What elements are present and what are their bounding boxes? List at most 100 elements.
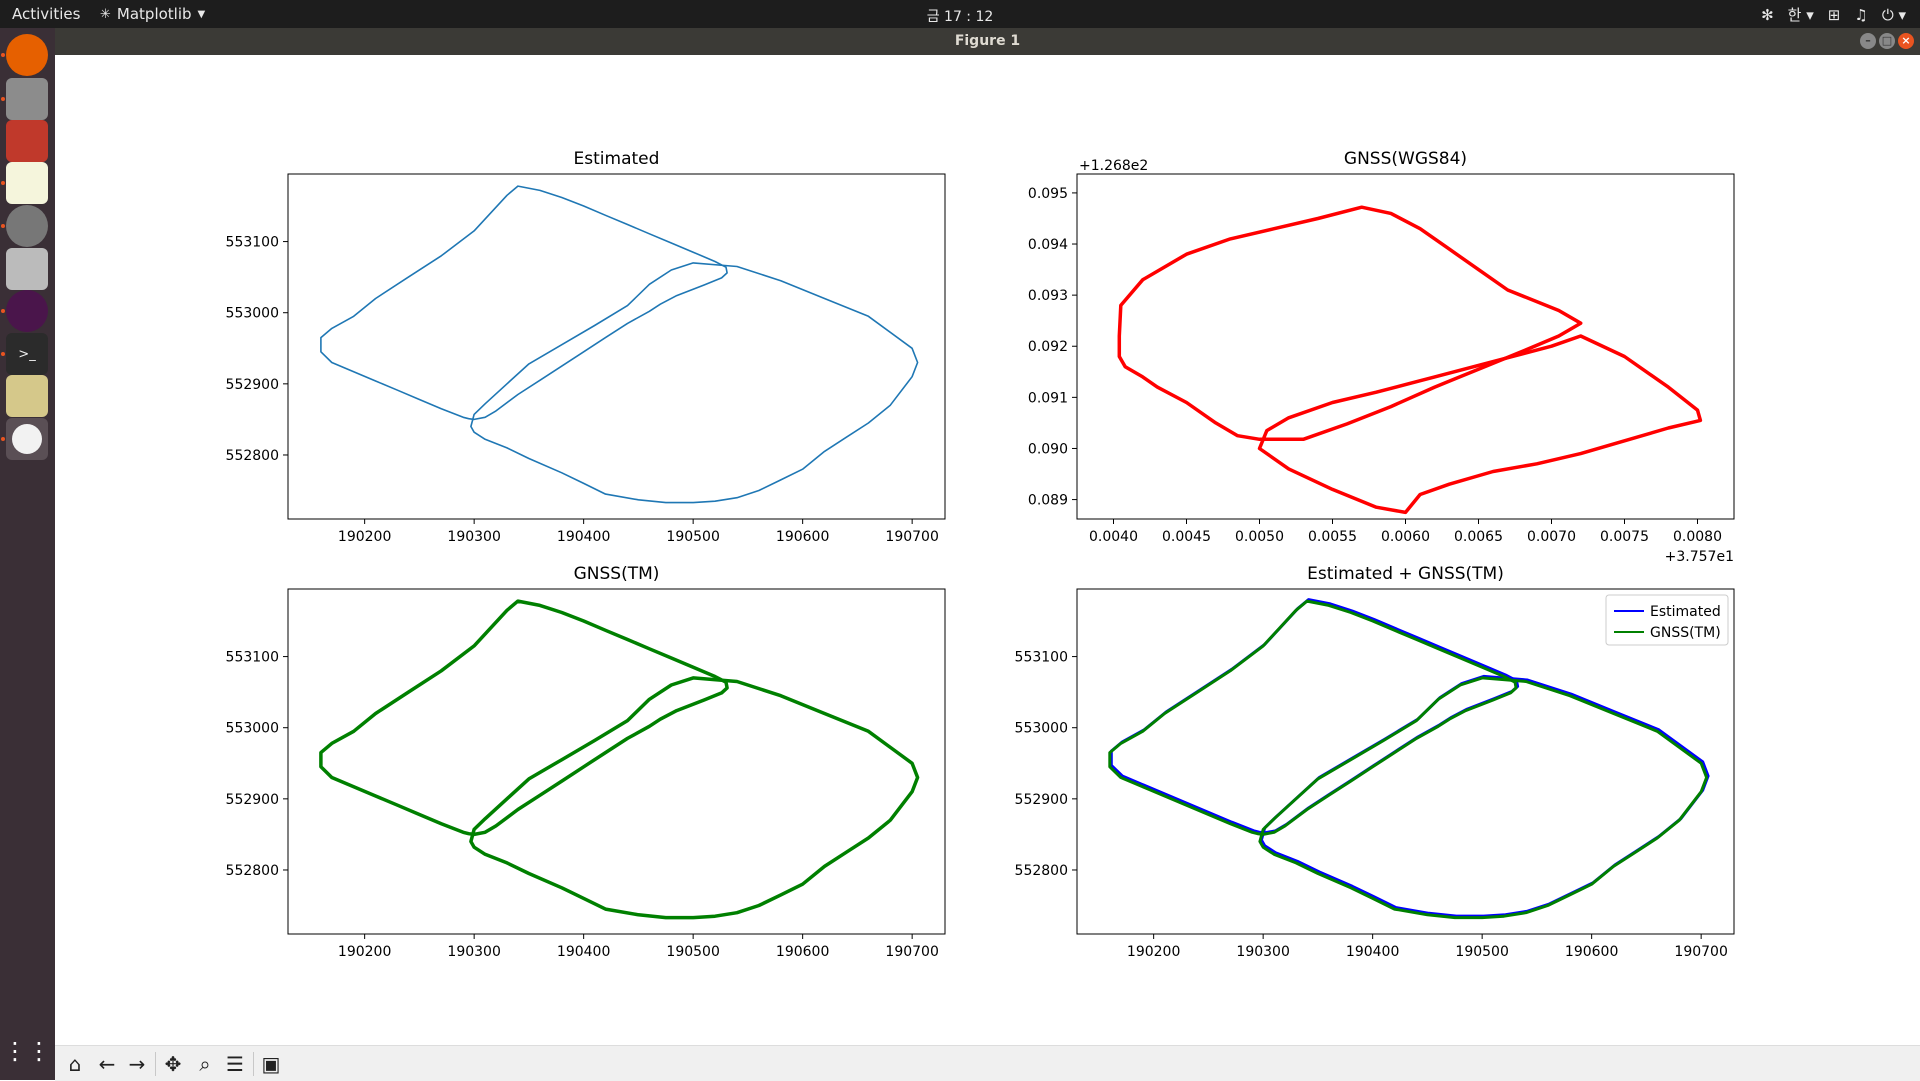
figure-canvas[interactable]: Estimated 190200 190300 190400 190500 190600 1… <box>55 55 1920 1045</box>
x-tick-label: 0.0080 <box>1673 529 1722 545</box>
y-tick-label: 0.090 <box>1028 441 1068 457</box>
configure-subplots-icon[interactable]: ☰ <box>226 1052 244 1076</box>
save-icon[interactable]: ▣ <box>261 1052 281 1076</box>
zoom-icon[interactable]: ⌕ <box>199 1052 211 1076</box>
slack-icon[interactable] <box>6 290 48 332</box>
x-tick-label: 190300 <box>447 944 500 960</box>
y-tick-label: 552900 <box>1015 792 1068 808</box>
back-icon[interactable]: ← <box>98 1052 116 1076</box>
axes-frame <box>1076 588 1735 935</box>
navigation-toolbar: ⌂ ← → ✥ ⌕ ☰ ▣ <box>55 1045 1920 1081</box>
show-apps-icon[interactable]: ⋮⋮ <box>3 1037 51 1065</box>
x-tick-label: 0.0060 <box>1381 529 1430 545</box>
app-icon[interactable] <box>6 120 48 162</box>
settings-icon[interactable] <box>6 205 48 247</box>
series-line <box>320 185 728 421</box>
slack-tray-icon[interactable]: ✻ <box>1761 5 1774 24</box>
activities-button[interactable]: Activities <box>12 5 81 23</box>
matplotlib-icon: ✳ <box>100 6 111 22</box>
series-line-gnss <box>1258 676 1709 920</box>
terminal-icon[interactable]: >_ <box>6 333 48 375</box>
image-viewer-icon[interactable] <box>6 375 48 417</box>
network-icon[interactable]: ⊞ <box>1827 5 1841 24</box>
x-tick-label: 0.0065 <box>1454 529 1503 545</box>
y-tick-label: 552800 <box>1015 863 1068 879</box>
y-tick-label: 0.089 <box>1028 493 1068 509</box>
x-tick-label: 190300 <box>1236 944 1289 960</box>
app-menu[interactable]: ✳ Matplotlib ▼ <box>100 5 205 23</box>
y-tick-label: 0.095 <box>1028 186 1068 202</box>
x-tick-label: 190400 <box>557 529 610 545</box>
camera-icon[interactable] <box>6 248 48 290</box>
x-tick-label: 190500 <box>1455 944 1508 960</box>
y-tick-label: 552900 <box>226 792 279 808</box>
minimize-button[interactable]: – <box>1860 33 1876 49</box>
x-tick-label: 0.0055 <box>1308 529 1357 545</box>
firefox-icon[interactable] <box>6 34 48 76</box>
x-tick-label: 0.0050 <box>1235 529 1284 545</box>
subplot-1: Estimated 190200 190300 190400 190500 190600 1… <box>226 149 946 545</box>
volume-icon[interactable]: ♫ <box>1854 5 1868 24</box>
y-tick-label: 0.091 <box>1028 390 1068 406</box>
x-tick-label: 190700 <box>1674 944 1727 960</box>
home-icon[interactable]: ⌂ <box>68 1052 82 1076</box>
y-tick-label: 0.092 <box>1028 339 1068 355</box>
series-line-gnss <box>1108 599 1518 836</box>
x-tick-label: 190200 <box>338 944 391 960</box>
x-tick-label: 190500 <box>666 529 719 545</box>
x-offset-label: +3.757e1 <box>1665 549 1734 565</box>
chevron-down-icon: ▼ <box>197 8 206 20</box>
x-tick-label: 0.0070 <box>1527 529 1576 545</box>
series-line <box>470 262 919 504</box>
clock[interactable]: 금 17 : 12 <box>926 9 994 25</box>
y-tick-label: 0.094 <box>1028 237 1068 253</box>
x-tick-label: 190600 <box>1565 944 1618 960</box>
legend: Estimated GNSS(TM) <box>1605 594 1729 646</box>
files-icon[interactable] <box>6 78 48 120</box>
series-line <box>1257 334 1703 515</box>
subplot-title: Estimated <box>574 149 660 169</box>
x-tick-label: 0.0040 <box>1089 529 1138 545</box>
y-tick-label: 553000 <box>1015 721 1068 737</box>
subplot-title: Estimated + GNSS(TM) <box>1307 564 1504 584</box>
subplot-title: GNSS(TM) <box>574 564 660 584</box>
y-tick-label: 552900 <box>226 377 279 393</box>
app-menu-label: Matplotlib <box>116 5 192 23</box>
axes-frame <box>287 588 946 935</box>
text-editor-icon[interactable] <box>6 162 48 204</box>
x-tick-label: 190600 <box>776 529 829 545</box>
x-tick-label: 190500 <box>666 944 719 960</box>
x-tick-label: 190200 <box>338 529 391 545</box>
y-tick-label: 553000 <box>226 721 279 737</box>
input-method[interactable]: 한 ▾ <box>1787 6 1814 24</box>
matplotlib-icon[interactable] <box>6 418 48 460</box>
subplot-title: GNSS(WGS84) <box>1344 149 1467 169</box>
maximize-button[interactable]: □ <box>1879 33 1895 49</box>
dock: >_ ⋮⋮ <box>0 28 55 1080</box>
x-tick-label: 190600 <box>776 944 829 960</box>
axes-frame <box>287 173 946 520</box>
series-line <box>469 676 920 920</box>
system-tray: ✻ 한 ▾ ⊞ ♫ ⏻ ▾ <box>1761 4 1906 25</box>
pan-icon[interactable]: ✥ <box>164 1052 182 1076</box>
x-tick-label: 190400 <box>557 944 610 960</box>
top-bar: Activities ✳ Matplotlib ▼ 금 17 : 12 ✻ 한 … <box>0 0 1920 28</box>
series-line <box>319 599 729 837</box>
y-tick-label: 553100 <box>1015 650 1068 666</box>
axes-frame <box>1076 173 1735 520</box>
x-tick-label: 190700 <box>885 944 938 960</box>
subplot-2: GNSS(WGS84) 0.0040 0.0045 0.0050 0.0055 0.006… <box>1028 149 1735 565</box>
y-tick-label: 0.093 <box>1028 288 1068 304</box>
window-title: Figure 1 <box>954 33 1021 49</box>
x-tick-label: 0.0045 <box>1162 529 1211 545</box>
legend-label: GNSS(TM) <box>1650 625 1721 641</box>
x-tick-label: 190400 <box>1346 944 1399 960</box>
y-tick-label: 553100 <box>226 235 279 251</box>
forward-icon[interactable]: → <box>128 1052 146 1076</box>
x-tick-label: 190700 <box>885 529 938 545</box>
y-tick-label: 552800 <box>226 448 279 464</box>
y-offset-label: +1.268e2 <box>1079 158 1148 174</box>
close-button[interactable]: × <box>1898 33 1914 49</box>
power-icon[interactable]: ⏻ ▾ <box>1881 5 1906 24</box>
window-titlebar[interactable]: Figure 1 – □ × <box>55 28 1920 55</box>
